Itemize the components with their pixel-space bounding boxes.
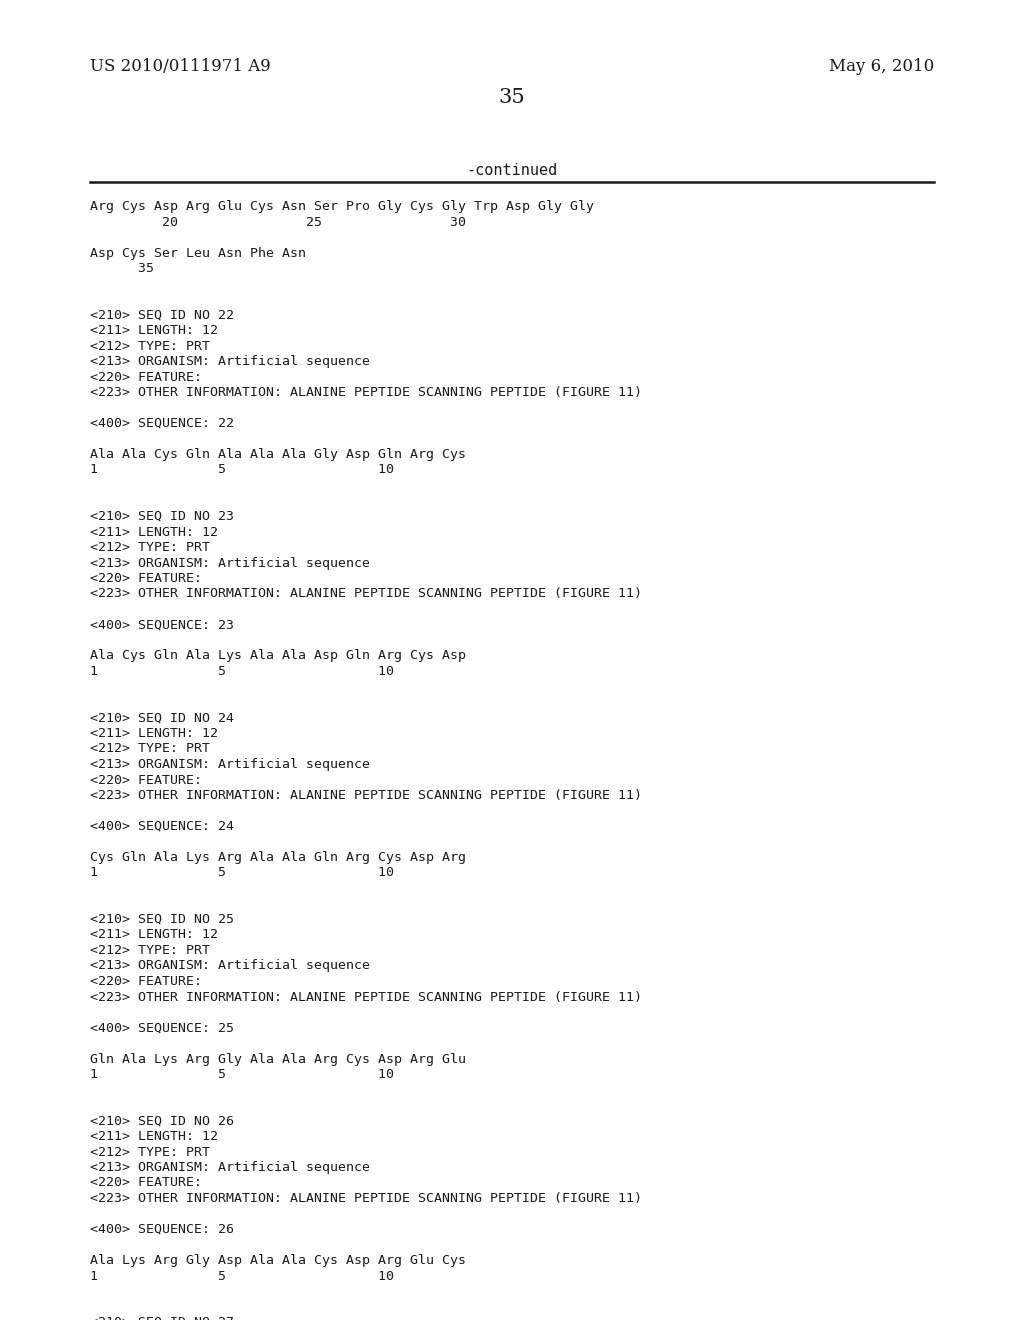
Text: <211> LENGTH: 12: <211> LENGTH: 12 [90, 525, 218, 539]
Text: 35: 35 [90, 261, 154, 275]
Text: <210> SEQ ID NO 23: <210> SEQ ID NO 23 [90, 510, 234, 523]
Text: Asp Cys Ser Leu Asn Phe Asn: Asp Cys Ser Leu Asn Phe Asn [90, 247, 306, 260]
Text: <210> SEQ ID NO 26: <210> SEQ ID NO 26 [90, 1114, 234, 1127]
Text: <400> SEQUENCE: 25: <400> SEQUENCE: 25 [90, 1022, 234, 1035]
Text: <211> LENGTH: 12: <211> LENGTH: 12 [90, 323, 218, 337]
Text: <400> SEQUENCE: 23: <400> SEQUENCE: 23 [90, 619, 234, 631]
Text: <210> SEQ ID NO 27: <210> SEQ ID NO 27 [90, 1316, 234, 1320]
Text: <220> FEATURE:: <220> FEATURE: [90, 774, 202, 787]
Text: -continued: -continued [466, 162, 558, 178]
Text: <213> ORGANISM: Artificial sequence: <213> ORGANISM: Artificial sequence [90, 758, 370, 771]
Text: <212> TYPE: PRT: <212> TYPE: PRT [90, 944, 210, 957]
Text: <211> LENGTH: 12: <211> LENGTH: 12 [90, 727, 218, 741]
Text: <220> FEATURE:: <220> FEATURE: [90, 1176, 202, 1189]
Text: <210> SEQ ID NO 25: <210> SEQ ID NO 25 [90, 913, 234, 927]
Text: <223> OTHER INFORMATION: ALANINE PEPTIDE SCANNING PEPTIDE (FIGURE 11): <223> OTHER INFORMATION: ALANINE PEPTIDE… [90, 990, 642, 1003]
Text: 1               5                   10: 1 5 10 [90, 463, 394, 477]
Text: <223> OTHER INFORMATION: ALANINE PEPTIDE SCANNING PEPTIDE (FIGURE 11): <223> OTHER INFORMATION: ALANINE PEPTIDE… [90, 587, 642, 601]
Text: <223> OTHER INFORMATION: ALANINE PEPTIDE SCANNING PEPTIDE (FIGURE 11): <223> OTHER INFORMATION: ALANINE PEPTIDE… [90, 789, 642, 803]
Text: <223> OTHER INFORMATION: ALANINE PEPTIDE SCANNING PEPTIDE (FIGURE 11): <223> OTHER INFORMATION: ALANINE PEPTIDE… [90, 385, 642, 399]
Text: May 6, 2010: May 6, 2010 [828, 58, 934, 75]
Text: <212> TYPE: PRT: <212> TYPE: PRT [90, 742, 210, 755]
Text: Arg Cys Asp Arg Glu Cys Asn Ser Pro Gly Cys Gly Trp Asp Gly Gly: Arg Cys Asp Arg Glu Cys Asn Ser Pro Gly … [90, 201, 594, 213]
Text: <212> TYPE: PRT: <212> TYPE: PRT [90, 339, 210, 352]
Text: <223> OTHER INFORMATION: ALANINE PEPTIDE SCANNING PEPTIDE (FIGURE 11): <223> OTHER INFORMATION: ALANINE PEPTIDE… [90, 1192, 642, 1205]
Text: <213> ORGANISM: Artificial sequence: <213> ORGANISM: Artificial sequence [90, 1162, 370, 1173]
Text: Ala Cys Gln Ala Lys Ala Ala Asp Gln Arg Cys Asp: Ala Cys Gln Ala Lys Ala Ala Asp Gln Arg … [90, 649, 466, 663]
Text: <220> FEATURE:: <220> FEATURE: [90, 371, 202, 384]
Text: <213> ORGANISM: Artificial sequence: <213> ORGANISM: Artificial sequence [90, 960, 370, 973]
Text: 1               5                   10: 1 5 10 [90, 866, 394, 879]
Text: 20                25                30: 20 25 30 [90, 215, 466, 228]
Text: <210> SEQ ID NO 24: <210> SEQ ID NO 24 [90, 711, 234, 725]
Text: <400> SEQUENCE: 26: <400> SEQUENCE: 26 [90, 1224, 234, 1236]
Text: <220> FEATURE:: <220> FEATURE: [90, 975, 202, 987]
Text: Ala Ala Cys Gln Ala Ala Ala Gly Asp Gln Arg Cys: Ala Ala Cys Gln Ala Ala Ala Gly Asp Gln … [90, 447, 466, 461]
Text: <400> SEQUENCE: 22: <400> SEQUENCE: 22 [90, 417, 234, 430]
Text: Ala Lys Arg Gly Asp Ala Ala Cys Asp Arg Glu Cys: Ala Lys Arg Gly Asp Ala Ala Cys Asp Arg … [90, 1254, 466, 1267]
Text: <210> SEQ ID NO 22: <210> SEQ ID NO 22 [90, 309, 234, 322]
Text: <212> TYPE: PRT: <212> TYPE: PRT [90, 1146, 210, 1159]
Text: Gln Ala Lys Arg Gly Ala Ala Arg Cys Asp Arg Glu: Gln Ala Lys Arg Gly Ala Ala Arg Cys Asp … [90, 1052, 466, 1065]
Text: 35: 35 [499, 88, 525, 107]
Text: <212> TYPE: PRT: <212> TYPE: PRT [90, 541, 210, 554]
Text: 1               5                   10: 1 5 10 [90, 665, 394, 678]
Text: Cys Gln Ala Lys Arg Ala Ala Gln Arg Cys Asp Arg: Cys Gln Ala Lys Arg Ala Ala Gln Arg Cys … [90, 851, 466, 865]
Text: US 2010/0111971 A9: US 2010/0111971 A9 [90, 58, 271, 75]
Text: <220> FEATURE:: <220> FEATURE: [90, 572, 202, 585]
Text: <400> SEQUENCE: 24: <400> SEQUENCE: 24 [90, 820, 234, 833]
Text: 1               5                   10: 1 5 10 [90, 1068, 394, 1081]
Text: <213> ORGANISM: Artificial sequence: <213> ORGANISM: Artificial sequence [90, 557, 370, 569]
Text: 1               5                   10: 1 5 10 [90, 1270, 394, 1283]
Text: <211> LENGTH: 12: <211> LENGTH: 12 [90, 928, 218, 941]
Text: <213> ORGANISM: Artificial sequence: <213> ORGANISM: Artificial sequence [90, 355, 370, 368]
Text: <211> LENGTH: 12: <211> LENGTH: 12 [90, 1130, 218, 1143]
